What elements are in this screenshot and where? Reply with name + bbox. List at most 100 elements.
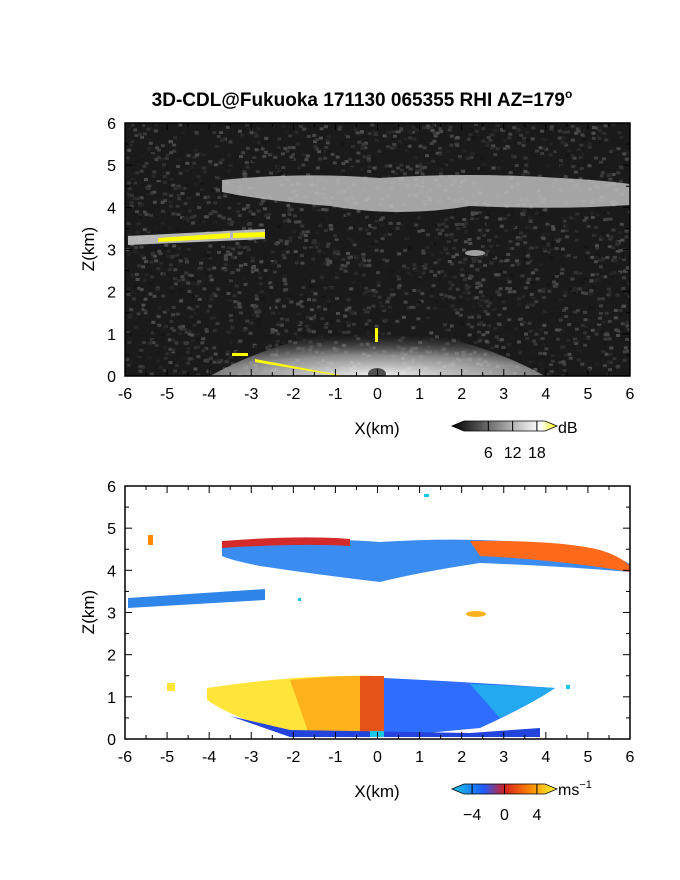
top-noise-pixel xyxy=(197,206,202,210)
top-noise-pixel xyxy=(146,130,151,133)
top-noise-pixel xyxy=(190,307,195,311)
top-noise-pixel xyxy=(549,256,554,260)
top-noise-pixel xyxy=(398,255,403,259)
top-noise-pixel xyxy=(206,370,211,374)
bottom-fan-center-red xyxy=(360,676,384,737)
top-noise-pixel xyxy=(239,133,244,137)
top-noise-pixel xyxy=(179,288,183,292)
top-noise-pixel xyxy=(489,261,494,265)
top-noise-pixel xyxy=(166,249,171,253)
top-noise-pixel xyxy=(582,137,587,141)
top-noise-pixel xyxy=(462,248,466,252)
top-noise-pixel xyxy=(490,146,495,150)
top-noise-pixel xyxy=(256,317,261,321)
top-noise-pixel xyxy=(230,325,235,329)
top-noise-pixel xyxy=(584,245,588,249)
top-noise-pixel xyxy=(453,308,458,312)
top-noise-pixel xyxy=(587,164,592,168)
top-noise-pixel xyxy=(336,319,341,323)
top-noise-pixel xyxy=(264,202,269,206)
top-noise-pixel xyxy=(147,369,152,373)
top-noise-pixel xyxy=(239,311,243,315)
top-noise-pixel xyxy=(418,169,423,173)
top-noise-pixel xyxy=(301,152,306,156)
top-noise-pixel xyxy=(258,282,263,286)
top-noise-pixel xyxy=(497,313,502,317)
top-noise-pixel xyxy=(211,221,215,225)
top-noise-pixel xyxy=(517,141,522,145)
top-noise-pixel xyxy=(382,165,387,169)
bottom-x-tick-label: 2 xyxy=(457,749,466,766)
top-noise-pixel xyxy=(156,315,161,319)
top-noise-pixel xyxy=(570,138,575,142)
top-noise-pixel xyxy=(248,227,253,231)
top-noise-pixel xyxy=(501,300,506,304)
top-noise-pixel xyxy=(481,245,485,249)
top-noise-pixel xyxy=(202,220,206,224)
top-noise-pixel xyxy=(418,144,423,148)
top-noise-pixel xyxy=(223,254,228,258)
bottom-x-tick-label: 3 xyxy=(499,749,508,766)
top-noise-pixel xyxy=(208,304,213,308)
top-noise-pixel xyxy=(226,250,231,254)
top-noise-pixel xyxy=(544,331,548,335)
top-noise-pixel xyxy=(625,338,629,341)
top-noise-pixel xyxy=(562,130,567,134)
top-noise-pixel xyxy=(488,301,493,305)
top-noise-pixel xyxy=(282,203,287,207)
top-noise-pixel xyxy=(490,346,494,350)
top-noise-pixel xyxy=(171,338,176,342)
top-noise-pixel xyxy=(612,123,617,127)
top-noise-pixel xyxy=(403,248,408,252)
top-noise-pixel xyxy=(563,353,568,357)
top-noise-pixel xyxy=(214,175,219,179)
top-noise-pixel xyxy=(622,152,627,156)
top-noise-pixel xyxy=(523,169,528,173)
top-noise-pixel xyxy=(235,217,240,221)
top-noise-pixel xyxy=(324,325,329,329)
top-noise-pixel xyxy=(274,343,279,347)
top-noise-pixel xyxy=(606,173,611,177)
top-noise-pixel xyxy=(606,360,611,364)
top-noise-pixel xyxy=(134,134,139,137)
top-noise-pixel xyxy=(341,257,346,261)
top-noise-pixel xyxy=(288,236,293,240)
top-noise-pixel xyxy=(602,320,607,324)
top-noise-pixel xyxy=(257,145,262,149)
top-noise-pixel xyxy=(542,323,547,327)
top-noise-pixel xyxy=(282,304,286,308)
top-noise-pixel xyxy=(625,320,630,324)
top-noise-pixel xyxy=(498,217,503,221)
top-noise-pixel xyxy=(628,210,630,214)
bottom-x-tick-label: 5 xyxy=(583,749,592,766)
top-noise-pixel xyxy=(612,271,617,275)
top-noise-pixel xyxy=(196,373,201,376)
top-noise-pixel xyxy=(408,167,413,171)
top-noise-pixel xyxy=(268,281,273,285)
top-noise-pixel xyxy=(169,286,174,289)
top-noise-pixel xyxy=(341,162,346,165)
top-noise-pixel xyxy=(360,261,364,264)
top-noise-pixel xyxy=(584,216,589,220)
top-noise-pixel xyxy=(262,154,267,158)
top-noise-pixel xyxy=(349,287,354,291)
top-noise-pixel xyxy=(621,257,626,261)
top-noise-pixel xyxy=(598,312,603,315)
top-noise-pixel xyxy=(549,248,554,251)
top-noise-pixel xyxy=(392,134,397,138)
bottom-colorbar-tick-label: 4 xyxy=(532,807,541,824)
top-noise-pixel xyxy=(446,149,451,153)
top-noise-pixel xyxy=(610,275,615,279)
top-noise-pixel xyxy=(277,169,282,173)
top-noise-pixel xyxy=(139,348,144,352)
top-noise-pixel xyxy=(206,201,211,205)
top-noise-pixel xyxy=(470,212,475,216)
top-noise-pixel xyxy=(160,144,165,148)
top-noise-pixel xyxy=(518,236,523,240)
top-noise-pixel xyxy=(474,211,478,215)
top-noise-pixel xyxy=(237,214,242,217)
top-noise-pixel xyxy=(177,197,182,201)
top-noise-pixel xyxy=(602,134,607,138)
top-noise-pixel xyxy=(184,342,189,346)
top-noise-pixel xyxy=(471,256,476,260)
